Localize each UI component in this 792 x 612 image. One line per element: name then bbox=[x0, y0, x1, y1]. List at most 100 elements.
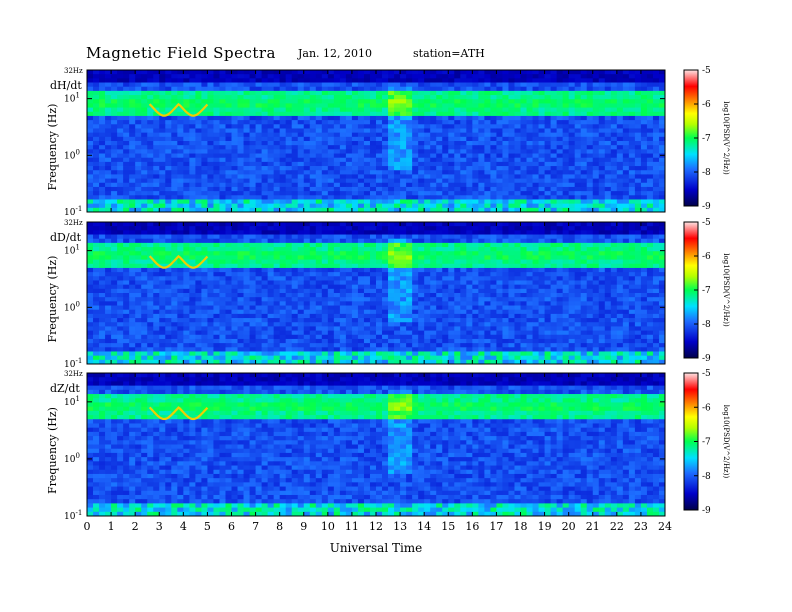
spectrogram-cell bbox=[171, 174, 178, 179]
spectrogram-cell bbox=[514, 267, 521, 273]
spectrogram-cell bbox=[568, 251, 576, 256]
spectrogram-cell bbox=[550, 136, 558, 142]
spectrogram-cell bbox=[105, 242, 112, 248]
spectrogram-cell bbox=[255, 161, 262, 167]
spectrogram-cell bbox=[538, 90, 545, 96]
spectrogram-cell bbox=[622, 191, 630, 196]
spectrogram-cell bbox=[237, 242, 244, 248]
spectrogram-cell bbox=[556, 284, 564, 290]
spectrogram-cell bbox=[526, 199, 533, 205]
spectrogram-cell bbox=[327, 99, 335, 104]
spectrogram-cell bbox=[195, 157, 202, 163]
spectrogram-cell bbox=[460, 251, 467, 256]
spectrogram-cell bbox=[105, 195, 112, 200]
spectrogram-cell bbox=[333, 95, 341, 100]
spectrogram-cell bbox=[279, 263, 287, 269]
spectrogram-cell bbox=[466, 284, 473, 290]
spectrogram-cell bbox=[406, 186, 413, 192]
spectrogram-cell bbox=[514, 95, 521, 100]
spectrogram-cell bbox=[550, 178, 558, 184]
spectrogram-cell bbox=[183, 124, 190, 129]
spectrogram-cell bbox=[369, 153, 377, 159]
spectrogram-cell bbox=[454, 120, 461, 125]
spectrogram-cell bbox=[345, 284, 353, 290]
spectrogram-cell bbox=[616, 153, 624, 159]
spectrogram-cell bbox=[544, 284, 551, 290]
spectrogram-cell bbox=[442, 263, 449, 269]
spectrogram-cell bbox=[574, 186, 582, 192]
spectrogram-cell bbox=[412, 141, 419, 146]
spectrogram-cell bbox=[213, 103, 220, 108]
spectrogram-cell bbox=[622, 203, 630, 209]
spectrogram-cell bbox=[201, 107, 208, 113]
spectrogram-cell bbox=[382, 272, 389, 277]
spectrogram-cell bbox=[640, 182, 648, 188]
spectrogram-cell bbox=[135, 70, 142, 75]
spectrogram-cell bbox=[496, 145, 503, 150]
spectrogram-cell bbox=[321, 263, 329, 269]
spectrogram-cell bbox=[303, 145, 311, 150]
spectrogram-cell bbox=[640, 267, 648, 273]
spectrogram-cell bbox=[99, 153, 106, 159]
spectrogram-cell bbox=[376, 90, 383, 96]
spectrogram-cell bbox=[195, 124, 202, 129]
spectrogram-cell bbox=[153, 153, 160, 159]
spectrogram-cell bbox=[297, 120, 305, 125]
spectrogram-cell bbox=[183, 267, 190, 273]
spectrogram-cell bbox=[177, 242, 184, 248]
spectrogram-cell bbox=[508, 182, 515, 188]
spectrogram-cell bbox=[117, 259, 124, 265]
spectrogram-cell bbox=[225, 272, 232, 277]
spectrogram-cell bbox=[448, 124, 455, 129]
spectrogram-cell bbox=[213, 90, 220, 96]
spectrogram-cell bbox=[442, 149, 449, 154]
spectrogram-cell bbox=[87, 149, 94, 154]
spectrogram-cell bbox=[183, 132, 190, 138]
spectrogram-cell bbox=[418, 242, 425, 248]
spectrogram-cell bbox=[123, 70, 130, 75]
spectrogram-cell bbox=[141, 259, 148, 265]
spectrogram-cell bbox=[249, 95, 256, 100]
spectrogram-cell bbox=[628, 161, 636, 167]
spectrogram-cell bbox=[430, 267, 437, 273]
spectrogram-cell bbox=[430, 186, 437, 192]
spectrogram-cell bbox=[105, 263, 112, 269]
spectrogram-cell bbox=[99, 124, 106, 129]
spectrogram-cell bbox=[105, 267, 112, 273]
spectrogram-cell bbox=[357, 149, 365, 154]
spectrogram-cell bbox=[129, 132, 136, 138]
spectrogram-cell bbox=[135, 222, 142, 227]
spectrogram-cell bbox=[490, 263, 497, 269]
spectrogram-cell bbox=[141, 251, 148, 256]
spectrogram-cell bbox=[291, 186, 299, 192]
spectrogram-cell bbox=[201, 267, 208, 273]
spectrogram-cell bbox=[315, 247, 323, 252]
spectrogram-cell bbox=[99, 115, 106, 121]
spectrogram-cell bbox=[400, 230, 407, 235]
spectrogram-cell bbox=[261, 226, 269, 231]
spectrogram-cell bbox=[339, 178, 347, 184]
spectrogram-cell bbox=[273, 115, 281, 121]
spectrogram-cell bbox=[171, 284, 178, 290]
spectrogram-cell bbox=[123, 132, 130, 138]
spectrogram-cell bbox=[460, 280, 467, 286]
spectrogram-cell bbox=[141, 203, 148, 209]
spectrogram-cell bbox=[255, 195, 262, 200]
spectrogram-cell bbox=[556, 149, 564, 154]
spectrogram-cell bbox=[207, 107, 214, 113]
spectrogram-cell bbox=[183, 70, 190, 75]
spectrogram-cell bbox=[400, 153, 407, 159]
spectrogram-cell bbox=[628, 195, 636, 200]
spectrogram-cell bbox=[538, 251, 545, 256]
spectrogram-cell bbox=[117, 78, 124, 83]
spectrogram-cell bbox=[628, 153, 636, 159]
spectrogram-cell bbox=[376, 242, 383, 248]
spectrogram-cell bbox=[111, 199, 118, 205]
spectrogram-cell bbox=[604, 153, 612, 159]
spectrogram-cell bbox=[526, 251, 533, 256]
spectrogram-cell bbox=[231, 288, 238, 294]
spectrogram-cell bbox=[484, 280, 491, 286]
spectrogram-cell bbox=[658, 186, 666, 192]
spectrogram-cell bbox=[261, 272, 269, 277]
spectrogram-cell bbox=[496, 234, 503, 240]
